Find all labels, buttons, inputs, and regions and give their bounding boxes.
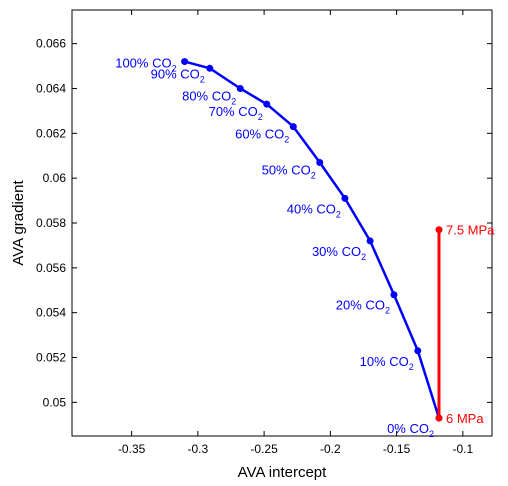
pressure-point-label: 7.5 MPa [446,223,495,238]
co2-data-point [316,158,324,166]
co2-point-label: 50% CO2 [262,162,316,180]
x-tick-label: -0.2 [320,442,341,456]
x-tick-label: -0.3 [188,442,209,456]
y-axis-label: AVA gradient [10,180,27,266]
co2-point-label: 40% CO2 [287,201,341,219]
y-tick-label: 0.062 [36,126,66,140]
pressure-point-label: 6 MPa [446,411,484,426]
series-points [181,58,443,422]
co2-data-point [414,347,422,355]
x-tick-label: -0.35 [118,442,146,456]
y-tick-label: 0.052 [36,351,66,365]
plot-area-frame [71,9,493,437]
x-axis-label: AVA intercept [238,464,327,481]
y-tick-label: 0.066 [36,37,66,51]
co2-data-point [236,84,244,92]
co2-data-point [341,194,349,202]
co2-point-label: 0% CO2 [387,421,434,439]
x-tick-label: -0.25 [250,442,278,456]
co2-point-label: 100% CO2 [115,56,176,74]
point-labels: 0% CO2 10% CO2 20% CO2 30% CO2 40% CO2 50% CO… [115,56,495,439]
pressure-data-point [435,414,443,422]
pressure-data-point [435,226,443,234]
y-tick-label: 0.05 [43,395,67,409]
co2-point-label: 10% CO2 [360,354,414,372]
x-tick-label: -0.1 [453,442,474,456]
x-tick-label: -0.15 [383,442,411,456]
co2-point-label: 70% CO2 [209,104,263,122]
co2-data-point [289,123,297,131]
y-tick-label: 0.06 [43,171,67,185]
co2-point-label: 90% CO2 [151,66,205,84]
co2-data-point [366,237,374,245]
co2-point-label: 80% CO2 [182,88,236,106]
co2-data-point [206,64,214,72]
y-tick-label: 0.054 [36,306,66,320]
co2-point-label: 60% CO2 [235,127,289,145]
co2-data-point [263,100,271,108]
y-tick-label: 0.056 [36,261,66,275]
co2-point-label: 30% CO2 [312,244,366,262]
co2-data-point [390,291,398,299]
y-tick-label: 0.058 [36,216,66,230]
y-tick-label: 0.064 [36,81,66,95]
co2-data-point [181,58,189,66]
co2-point-label: 20% CO2 [336,298,390,316]
axis-ticks: -0.35 -0.3 -0.25 -0.2 -0.15 -0.1 0.05 0.052 0.05… [36,10,492,456]
